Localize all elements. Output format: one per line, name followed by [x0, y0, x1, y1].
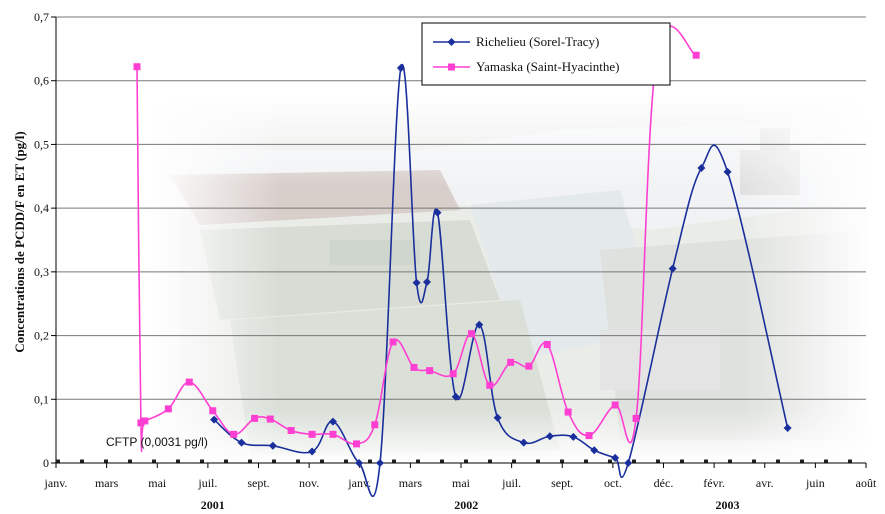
data-point	[266, 415, 274, 423]
x-tick-label: juil.	[501, 476, 521, 490]
y-tick-label: 0	[43, 456, 49, 470]
data-point	[251, 414, 259, 422]
y-tick-label: 0,2	[34, 329, 49, 343]
data-point	[329, 430, 337, 438]
data-point	[396, 63, 405, 72]
data-point	[287, 427, 295, 435]
x-tick-label: févr.	[703, 476, 725, 490]
data-point	[210, 415, 219, 424]
x-tick-label: janv.	[44, 476, 68, 490]
legend: Richelieu (Sorel-Tracy) Yamaska (Saint-Hy…	[421, 22, 671, 86]
data-point	[237, 438, 246, 447]
data-point	[433, 208, 442, 217]
data-point	[133, 63, 141, 71]
data-point	[355, 459, 364, 467]
data-point	[451, 392, 460, 401]
x-tick-label: juil.	[197, 476, 217, 490]
x-tick-label: oct.	[604, 476, 622, 490]
data-point	[697, 164, 706, 173]
year-label: 2003	[716, 498, 740, 512]
data-point	[467, 330, 475, 338]
data-point	[412, 278, 421, 287]
x-tick-label: mars	[95, 476, 119, 490]
data-point	[371, 421, 379, 429]
y-tick-label: 0,1	[34, 392, 49, 406]
year-label: 2001	[201, 498, 225, 512]
data-point	[585, 432, 593, 440]
data-point	[545, 432, 554, 441]
data-point	[493, 413, 502, 422]
series-yamaska	[133, 25, 700, 453]
y-tick-label: 0,5	[34, 137, 49, 151]
data-point	[507, 358, 515, 366]
legend-label: Yamaska (Saint-Hyacinthe)	[476, 59, 619, 74]
x-tick-label: mai	[452, 476, 471, 490]
data-point	[426, 367, 434, 375]
legend-marker	[448, 63, 455, 71]
data-series	[133, 25, 792, 497]
data-point	[209, 407, 217, 415]
data-point	[723, 167, 732, 176]
data-point	[376, 459, 384, 467]
legend-marker	[447, 38, 456, 46]
data-point	[543, 340, 551, 348]
y-axis: 0 0,1 0,2 0,3 0,4 0,5 0,6 0,7	[34, 10, 57, 470]
year-label: 2002	[454, 498, 478, 512]
data-point	[449, 370, 457, 378]
data-point	[141, 417, 149, 425]
x-tick-label: déc.	[654, 476, 674, 490]
series-richelieu	[210, 63, 792, 497]
x-axis: janv. mars mai juil. sept. nov. janv. mars mai ju…	[44, 462, 877, 512]
data-point	[632, 414, 640, 422]
data-point	[308, 447, 317, 456]
x-tick-label: mars	[399, 476, 423, 490]
data-point	[564, 408, 572, 416]
x-tick-label: nov.	[299, 476, 319, 490]
data-point	[611, 453, 620, 462]
data-point	[668, 264, 677, 273]
data-point	[486, 381, 494, 389]
x-tick-label: avr.	[756, 476, 774, 490]
x-tick-label: mai	[148, 476, 167, 490]
data-point	[410, 363, 418, 371]
data-point	[692, 51, 700, 59]
data-point	[185, 378, 193, 386]
y-axis-label: Concentrations de PCDD/F en ET (pg/l)	[12, 131, 27, 352]
data-point	[137, 419, 145, 427]
data-point	[569, 432, 578, 441]
data-point	[352, 440, 360, 448]
data-point	[519, 438, 528, 447]
x-tick-label: sept.	[247, 476, 269, 490]
data-point	[164, 405, 172, 413]
data-point	[590, 446, 599, 455]
y-tick-label: 0,4	[34, 201, 49, 215]
legend-label: Richelieu (Sorel-Tracy)	[476, 34, 599, 49]
data-point	[230, 430, 238, 438]
reference-line-label: CFTP (0,0031 pg/l)	[106, 435, 208, 449]
x-tick-label: juin	[805, 476, 825, 490]
y-tick-label: 0,6	[34, 74, 49, 88]
data-point	[328, 417, 337, 426]
data-point	[475, 320, 484, 329]
data-point	[611, 401, 619, 409]
data-point	[308, 430, 316, 438]
data-point	[389, 338, 397, 346]
data-point	[268, 441, 277, 450]
background-photo	[150, 95, 870, 465]
x-tick-label: sept.	[551, 476, 573, 490]
y-tick-label: 0,7	[34, 10, 49, 24]
data-point	[624, 459, 633, 467]
gridlines	[56, 16, 866, 400]
x-tick-label: août	[856, 476, 877, 490]
data-point	[423, 278, 432, 287]
y-tick-label: 0,3	[34, 265, 49, 279]
data-point	[525, 362, 533, 370]
data-point	[783, 423, 792, 432]
